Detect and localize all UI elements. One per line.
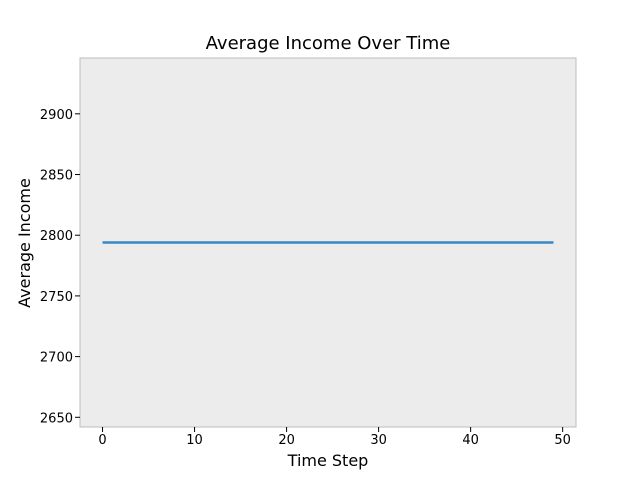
y-tick-label: 2900 (40, 108, 73, 123)
chart-title: Average Income Over Time (206, 33, 451, 54)
y-tick-label: 2800 (40, 229, 73, 244)
y-tick-label: 2850 (40, 169, 73, 184)
x-tick-label: 0 (98, 433, 106, 448)
x-axis-label: Time Step (287, 451, 369, 470)
y-tick-label: 2750 (40, 290, 73, 305)
x-tick-label: 20 (278, 433, 295, 448)
y-axis: 2650 2700 2750 2800 2850 2900 (40, 108, 80, 426)
x-tick-label: 30 (370, 433, 387, 448)
x-tick-label: 10 (186, 433, 203, 448)
x-axis: 0 10 20 30 40 50 (98, 427, 571, 448)
y-tick-label: 2700 (40, 351, 73, 366)
y-tick-label: 2650 (40, 411, 73, 426)
x-tick-label: 50 (554, 433, 571, 448)
y-axis-label: Average Income (15, 178, 34, 308)
x-tick-label: 40 (462, 433, 479, 448)
